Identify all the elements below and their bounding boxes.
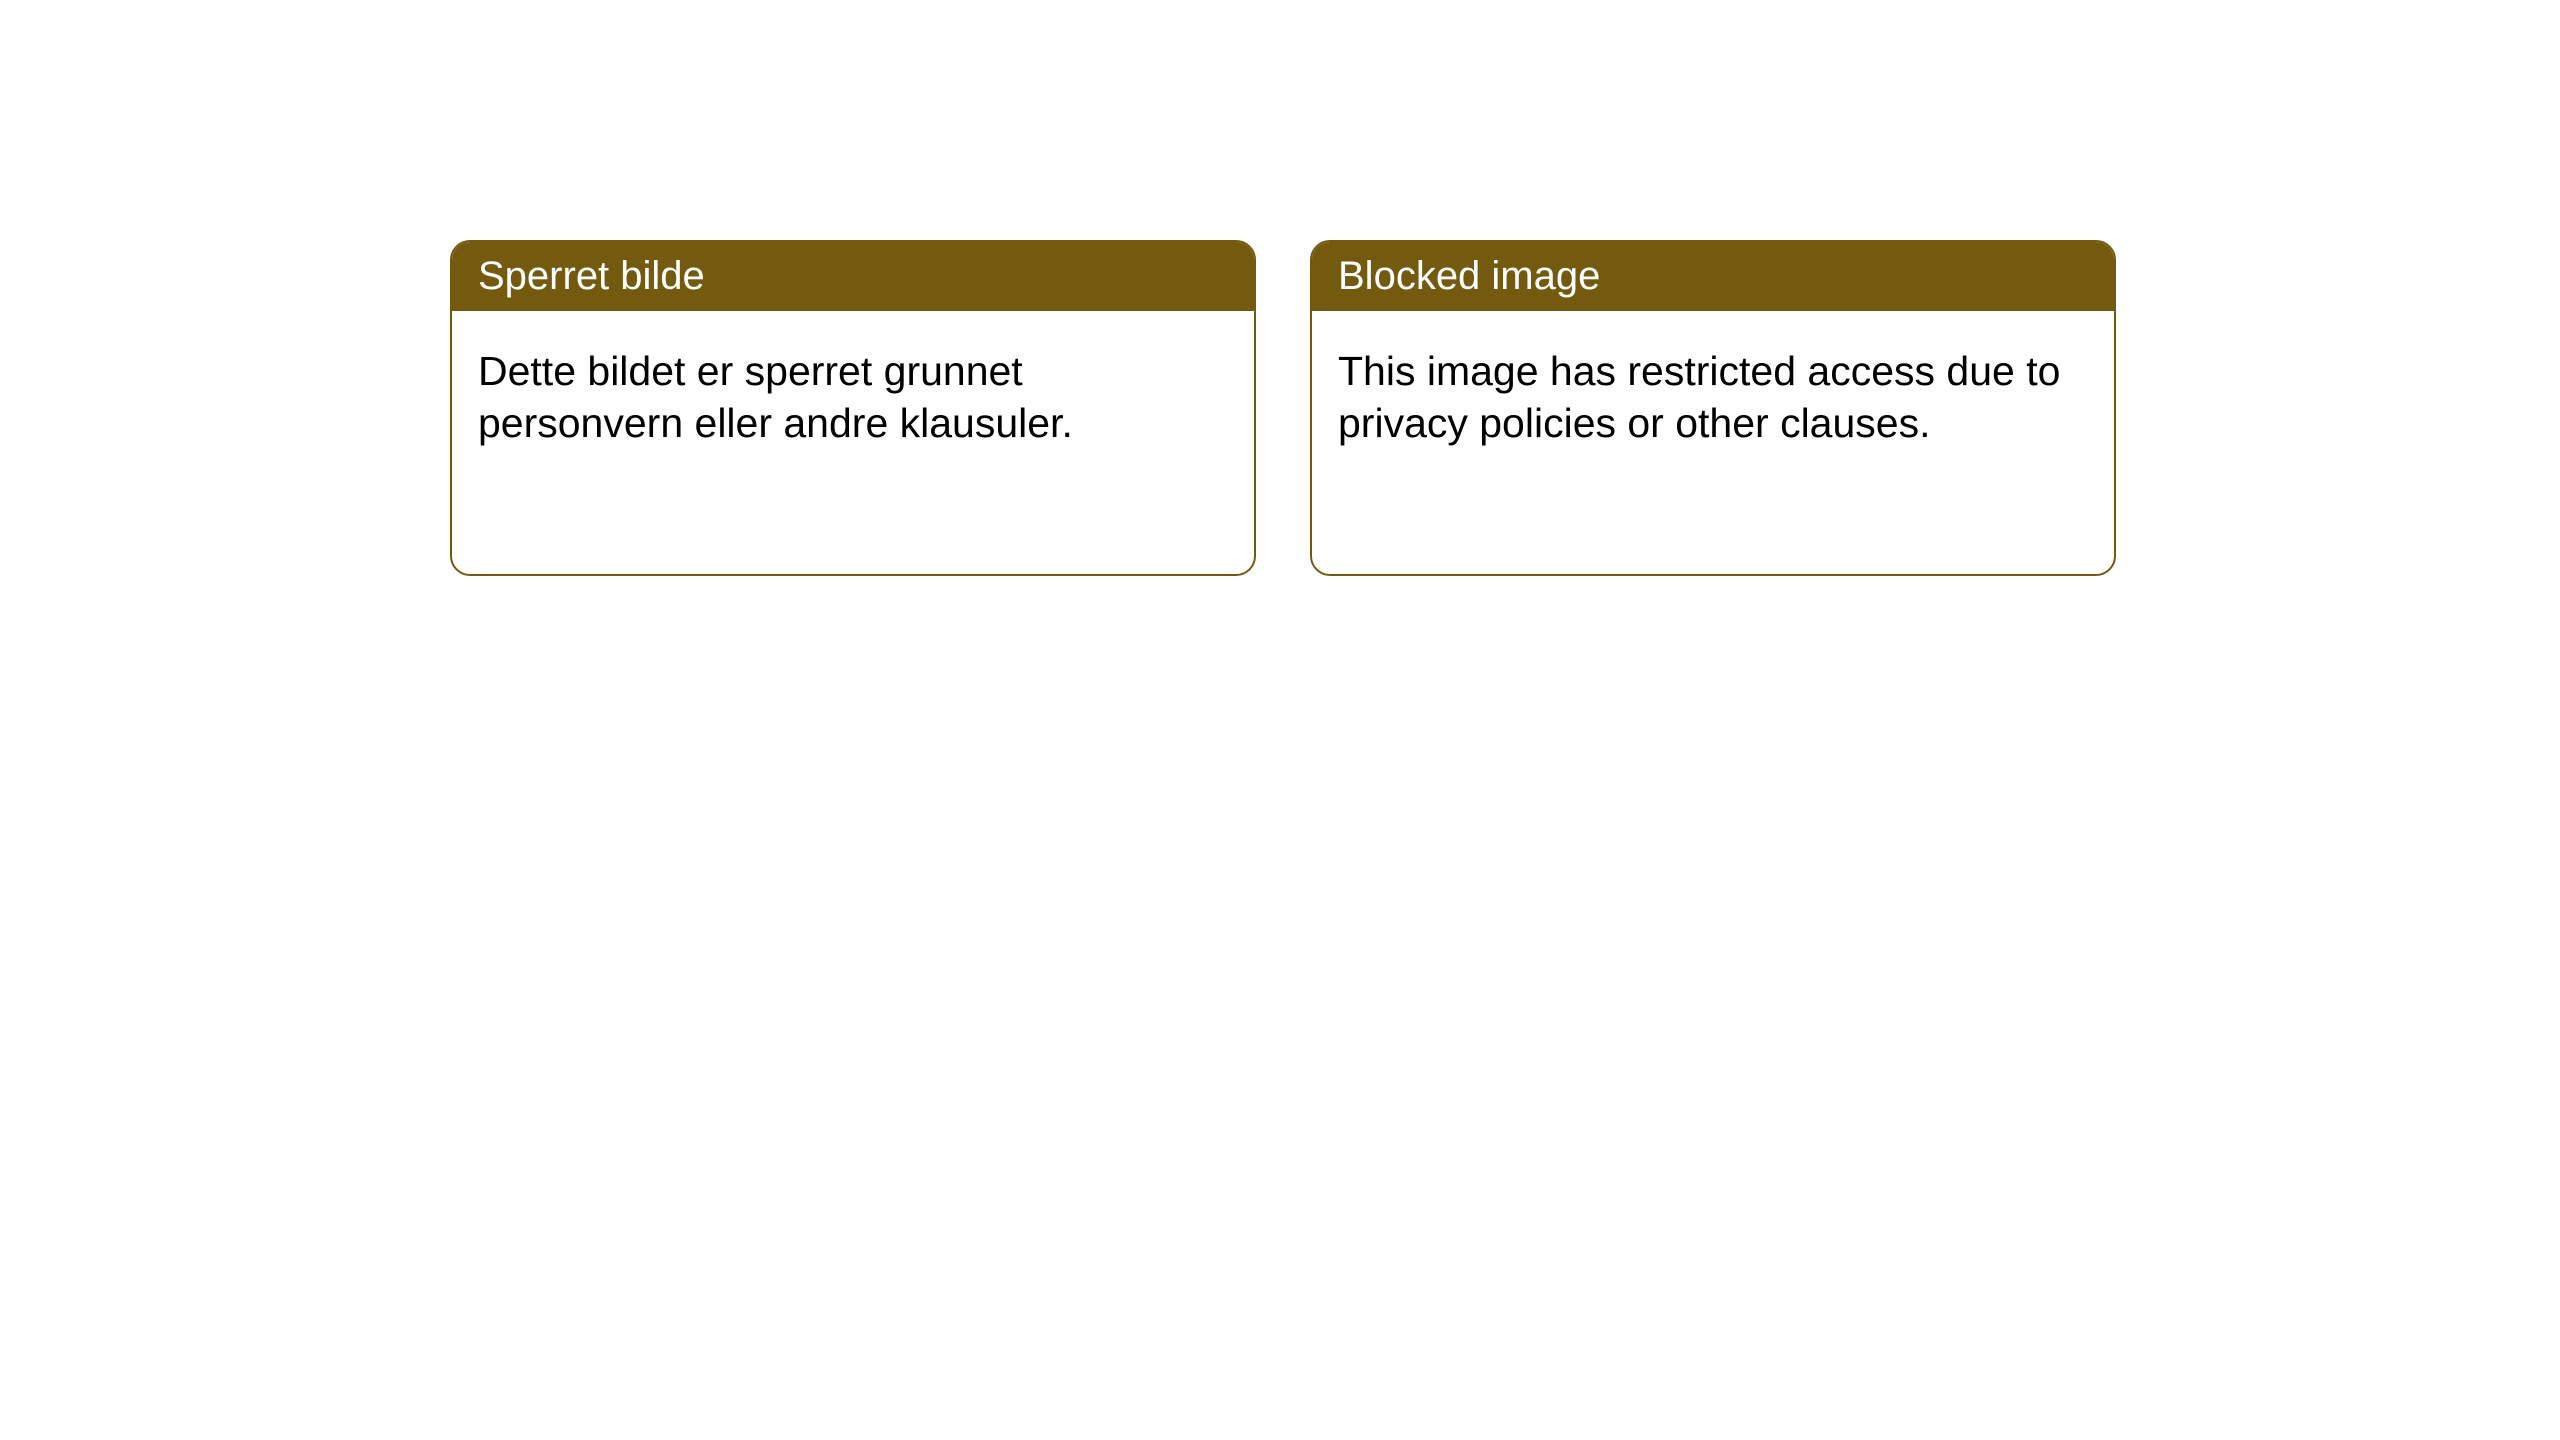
- notice-container: Sperret bilde Dette bildet er sperret gr…: [0, 0, 2560, 576]
- card-header: Blocked image: [1312, 242, 2114, 311]
- card-message: This image has restricted access due to …: [1338, 348, 2060, 446]
- notice-card-english: Blocked image This image has restricted …: [1310, 240, 2116, 576]
- card-title: Sperret bilde: [478, 254, 705, 298]
- card-title: Blocked image: [1338, 254, 1600, 298]
- notice-card-norwegian: Sperret bilde Dette bildet er sperret gr…: [450, 240, 1256, 576]
- card-body: This image has restricted access due to …: [1312, 311, 2114, 484]
- card-message: Dette bildet er sperret grunnet personve…: [478, 348, 1073, 446]
- card-header: Sperret bilde: [452, 242, 1254, 311]
- card-body: Dette bildet er sperret grunnet personve…: [452, 311, 1254, 484]
